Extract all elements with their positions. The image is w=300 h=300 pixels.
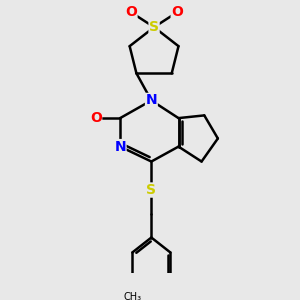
Text: O: O <box>90 111 102 125</box>
Text: S: S <box>149 20 159 34</box>
Text: N: N <box>146 94 157 107</box>
Text: O: O <box>125 5 137 19</box>
Text: CH₃: CH₃ <box>123 292 141 300</box>
Text: S: S <box>146 183 156 197</box>
Text: O: O <box>171 5 183 19</box>
Text: N: N <box>114 140 126 154</box>
